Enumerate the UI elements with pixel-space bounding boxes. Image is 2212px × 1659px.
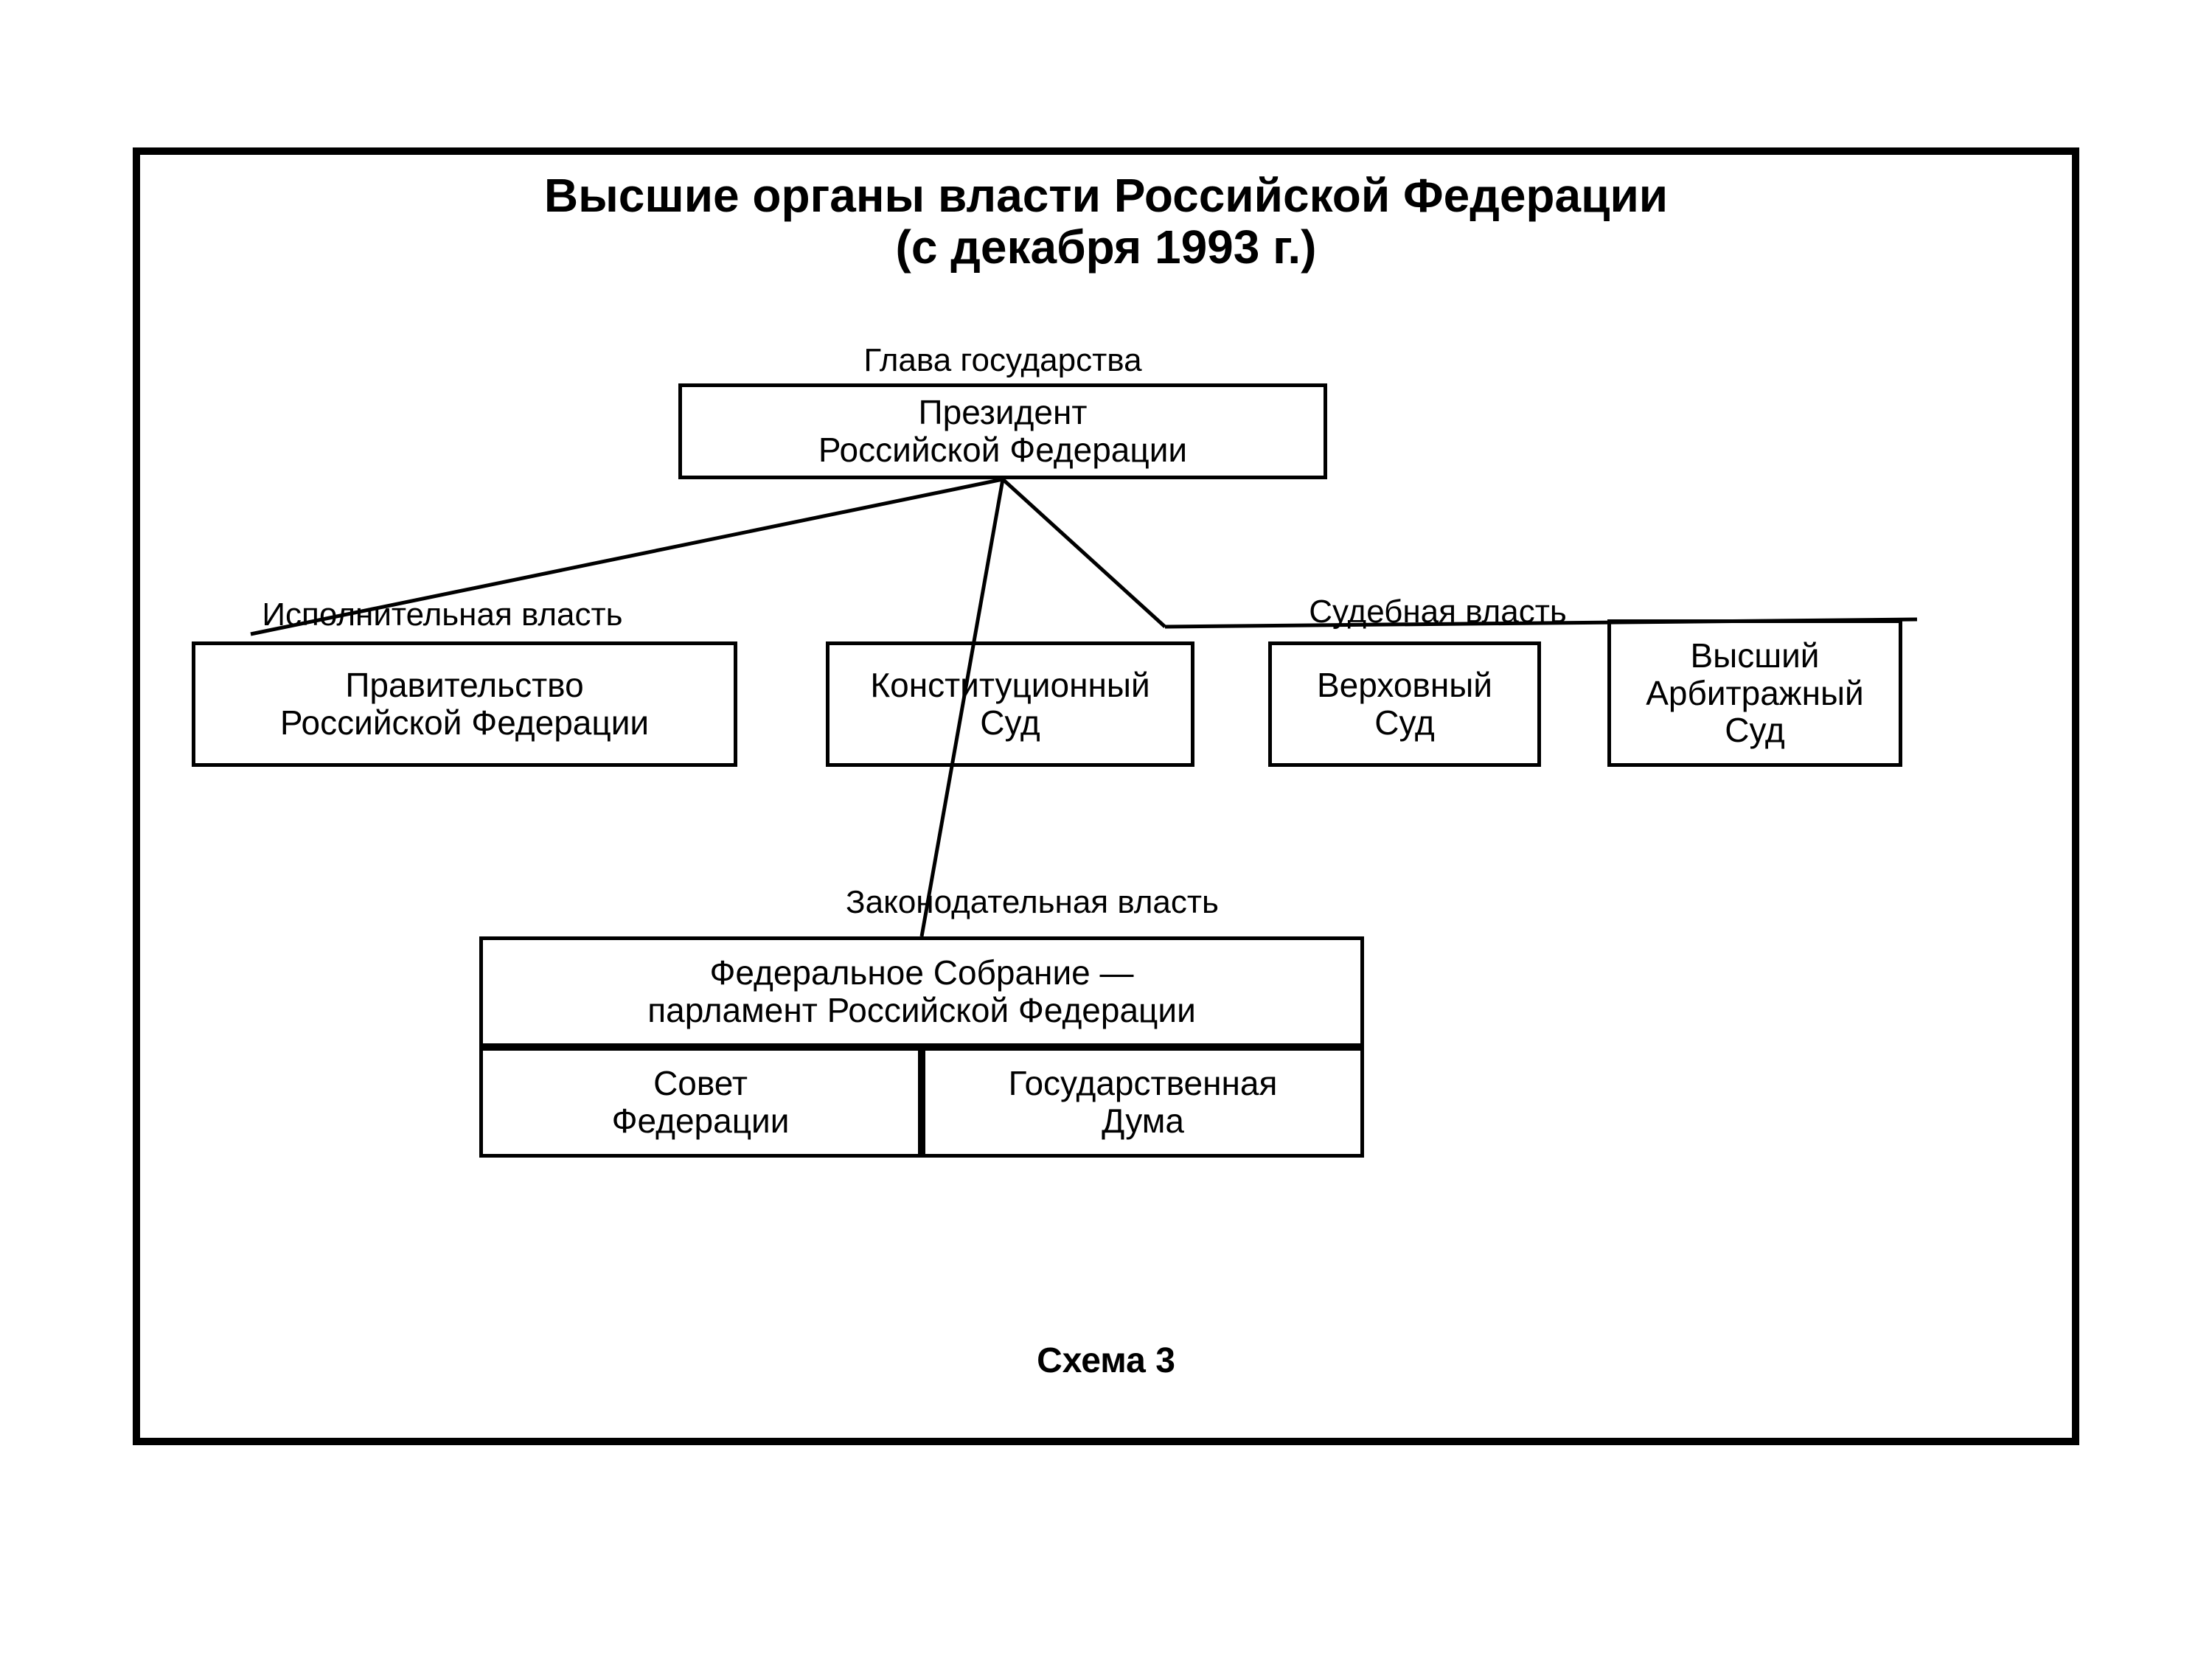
node-duma-text: ГосударственнаяДума <box>1009 1065 1278 1139</box>
label-executive: Исполнительная власть <box>214 597 671 633</box>
page: { "type": "flowchart", "canvas": { "widt… <box>0 0 2212 1659</box>
node-supreme-court-text: ВерховныйСуд <box>1317 667 1492 741</box>
node-president: ПрезидентРоссийской Федерации <box>678 383 1327 479</box>
node-const-court: КонституционныйСуд <box>826 641 1194 767</box>
title-line2: (с декабря 1993 г.) <box>147 221 2065 273</box>
node-assembly: Федеральное Собрание —парламент Российск… <box>479 936 1364 1047</box>
diagram-title: Высшие органы власти Российской Федераци… <box>147 170 2065 274</box>
label-legislative: Законодательная власть <box>774 885 1290 920</box>
node-assembly-text: Федеральное Собрание —парламент Российск… <box>647 954 1196 1029</box>
node-duma: ГосударственнаяДума <box>922 1047 1364 1158</box>
node-government: ПравительствоРоссийской Федерации <box>192 641 737 767</box>
caption: Схема 3 <box>922 1342 1290 1381</box>
node-arb-court-text: ВысшийАрбитражныйСуд <box>1646 637 1863 749</box>
node-president-text: ПрезидентРоссийской Федерации <box>818 394 1187 468</box>
node-const-court-text: КонституционныйСуд <box>870 667 1150 741</box>
title-line1: Высшие органы власти Российской Федераци… <box>147 170 2065 221</box>
label-head-of-state: Глава государства <box>782 343 1224 378</box>
node-arb-court: ВысшийАрбитражныйСуд <box>1607 619 1902 767</box>
node-council: СоветФедерации <box>479 1047 922 1158</box>
label-judicial: Судебная власть <box>1253 594 1622 630</box>
node-government-text: ПравительствоРоссийской Федерации <box>280 667 649 741</box>
node-supreme-court: ВерховныйСуд <box>1268 641 1541 767</box>
node-council-text: СоветФедерации <box>612 1065 790 1139</box>
